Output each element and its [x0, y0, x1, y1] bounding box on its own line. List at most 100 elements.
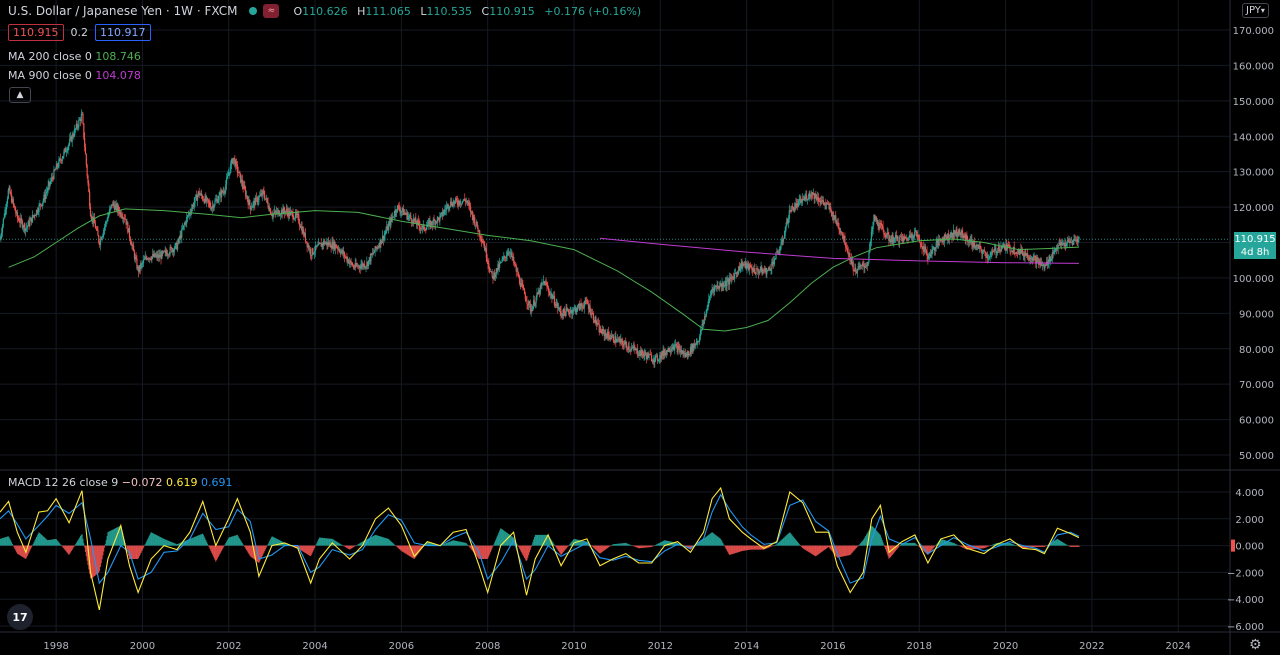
candle-body: [117, 206, 119, 211]
macd-histogram-bar: [703, 538, 705, 546]
candle-body: [774, 258, 776, 260]
macd-histogram-bar: [736, 545, 738, 553]
candle-body: [474, 225, 477, 226]
candle-body: [533, 300, 536, 306]
candle-body: [50, 177, 53, 182]
candle-body: [699, 330, 702, 336]
macd-histogram-bar: [943, 539, 945, 546]
macd-histogram-bar: [758, 545, 760, 550]
candle-body: [581, 305, 583, 307]
candle-body: [726, 281, 728, 287]
macd-histogram-bar: [811, 545, 813, 554]
macd-histogram-bar: [949, 541, 951, 546]
macd-histogram-bar: [886, 545, 888, 554]
macd-histogram-bar: [78, 538, 80, 546]
macd-histogram-bar: [188, 539, 190, 546]
macd-histogram-bar: [267, 544, 269, 546]
candle-body: [465, 200, 467, 202]
macd-histogram-bar: [573, 539, 575, 546]
macd-histogram-bar: [248, 545, 250, 555]
candle-body: [679, 350, 682, 353]
macd-histogram-bar: [532, 542, 534, 546]
candle-body: [174, 244, 176, 249]
macd-legend[interactable]: MACD 12 26 close 9 −0.072 0.619 0.691: [8, 476, 233, 489]
macd-histogram-bar: [21, 545, 23, 557]
macd-histogram-bar: [826, 545, 828, 549]
candle-body: [355, 263, 357, 267]
macd-histogram-bar: [187, 539, 189, 546]
macd-histogram-bar: [98, 545, 100, 573]
symbol-title[interactable]: U.S. Dollar / Japanese Yen · 1W · FXCM: [8, 4, 238, 18]
candle-body: [801, 201, 803, 203]
ma900-legend[interactable]: MA 900 close 0 104.078: [8, 69, 141, 82]
macd-histogram-bar: [543, 534, 545, 546]
candle-body: [1, 225, 4, 233]
collapse-legend-button[interactable]: ▲: [9, 87, 31, 103]
macd-histogram-bar: [246, 545, 248, 552]
candle-body: [390, 217, 392, 226]
macd-histogram-bar: [83, 543, 85, 546]
macd-histogram-bar: [981, 545, 983, 549]
macd-histogram-bar: [673, 542, 675, 546]
candle-body: [303, 229, 305, 236]
macd-histogram-bar: [1072, 545, 1074, 547]
macd-histogram-bar: [988, 545, 990, 547]
candle-body: [987, 258, 990, 260]
candle-body: [531, 309, 533, 311]
candle-body: [741, 262, 743, 268]
buy-button[interactable]: 110.917: [95, 24, 151, 41]
candle-body: [755, 268, 757, 275]
macd-histogram-bar: [621, 543, 623, 546]
candle-body: [999, 249, 1001, 251]
candle-body: [977, 245, 979, 247]
candle-body: [943, 234, 946, 242]
candle-body: [840, 231, 843, 234]
candle-body: [672, 346, 674, 349]
candle-body: [733, 276, 735, 280]
candle-body: [979, 245, 981, 248]
macd-histogram-bar: [182, 541, 184, 546]
macd-histogram-bar: [1024, 545, 1026, 549]
candle-body: [926, 251, 928, 256]
candle-body: [826, 202, 829, 204]
tradingview-logo-icon[interactable]: 17: [7, 604, 33, 630]
macd-histogram-bar: [848, 545, 850, 556]
candle-body: [838, 228, 840, 230]
candle-body: [294, 218, 296, 220]
candle-body: [147, 258, 150, 260]
macd-histogram-bar: [235, 535, 237, 546]
macd-histogram-bar: [175, 543, 177, 546]
candle-body: [753, 268, 756, 273]
candle-body: [707, 304, 709, 311]
macd-histogram-bar: [228, 537, 230, 546]
candle-body: [347, 259, 349, 262]
macd-histogram-bar: [564, 545, 566, 550]
macd-histogram-bar: [557, 545, 559, 550]
macd-histogram-bar: [699, 541, 701, 546]
macd-histogram-bar: [704, 537, 706, 546]
ma200-legend[interactable]: MA 200 close 0 108.746: [8, 50, 141, 63]
macd-histogram-bar: [84, 545, 86, 548]
candle-body: [1023, 253, 1025, 257]
candle-body: [783, 236, 785, 239]
gear-icon[interactable]: ⚙: [1249, 637, 1262, 653]
candle-body: [1013, 246, 1015, 254]
macd-histogram-bar: [958, 545, 960, 547]
candle-body: [980, 247, 982, 252]
macd-histogram-bar: [412, 545, 414, 559]
macd-histogram-bar: [904, 542, 906, 546]
candle-body: [559, 307, 561, 312]
data-problem-icon[interactable]: ≈: [263, 4, 280, 18]
macd-histogram-bar: [275, 538, 277, 546]
candle-body: [738, 266, 741, 271]
currency-selector[interactable]: JPY▾: [1242, 3, 1269, 18]
candle-body: [387, 224, 390, 231]
candle-body: [313, 253, 315, 255]
macd-histogram-bar: [214, 545, 216, 560]
macd-histogram-bar: [46, 540, 48, 546]
candle-body: [36, 209, 38, 213]
candle-body: [152, 254, 155, 257]
sell-button[interactable]: 110.915: [8, 24, 64, 41]
candle-body: [803, 199, 805, 200]
